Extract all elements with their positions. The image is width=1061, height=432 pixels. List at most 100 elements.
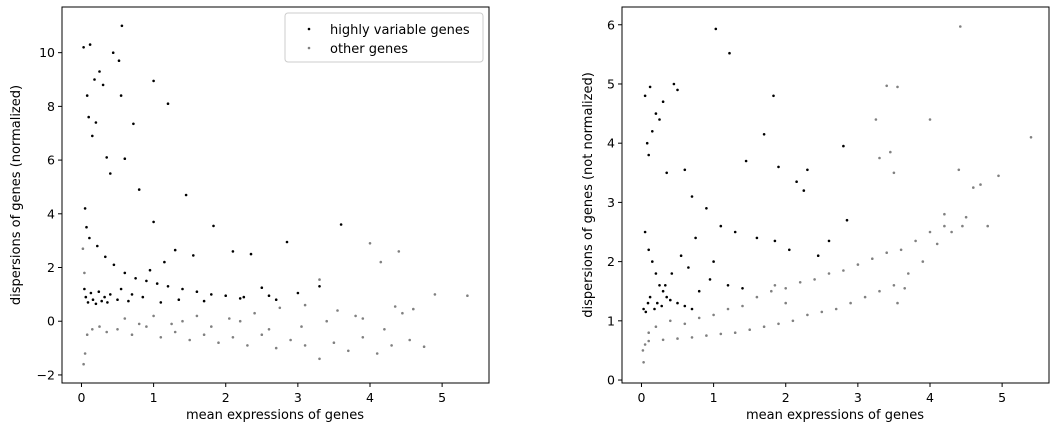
data-point xyxy=(210,293,213,296)
data-point xyxy=(651,130,654,133)
data-point xyxy=(123,157,127,160)
data-point xyxy=(705,207,708,210)
data-point xyxy=(957,168,961,172)
data-point xyxy=(212,224,215,228)
data-point xyxy=(401,311,404,315)
data-point xyxy=(903,287,906,290)
data-point xyxy=(117,59,121,62)
right-plot-frame xyxy=(621,6,1050,384)
data-point xyxy=(997,174,1000,178)
data-point xyxy=(163,260,166,264)
data-point xyxy=(433,293,437,296)
data-point xyxy=(719,332,723,336)
data-point xyxy=(914,239,917,243)
data-point xyxy=(762,325,766,329)
data-point xyxy=(325,319,329,323)
data-point xyxy=(741,287,744,290)
data-point xyxy=(195,314,199,318)
data-point xyxy=(741,304,744,308)
data-point xyxy=(712,313,715,317)
data-point xyxy=(874,118,878,121)
data-point xyxy=(318,357,321,361)
data-point xyxy=(274,346,278,350)
data-point xyxy=(683,168,687,172)
data-point xyxy=(889,150,892,154)
data-point xyxy=(690,195,694,198)
left-y-tick-label: 2 xyxy=(47,260,55,275)
data-point xyxy=(986,224,989,228)
left-y-tick-label: 0 xyxy=(47,314,55,329)
data-point xyxy=(347,349,350,353)
data-point xyxy=(697,289,701,293)
left-x-tick-label: 4 xyxy=(366,390,374,405)
data-point xyxy=(770,289,773,293)
data-point xyxy=(152,314,155,318)
data-point xyxy=(646,301,650,305)
data-point xyxy=(1029,136,1033,139)
data-point xyxy=(647,331,650,335)
data-point xyxy=(383,328,386,331)
data-point xyxy=(834,307,838,311)
data-point xyxy=(961,224,964,228)
data-point xyxy=(643,230,647,234)
data-point xyxy=(152,79,155,83)
data-point xyxy=(896,301,899,305)
data-point xyxy=(285,240,289,244)
data-point xyxy=(111,51,115,54)
data-point xyxy=(155,282,159,285)
data-point xyxy=(827,272,831,275)
legend-marker-highly-variable xyxy=(307,27,311,31)
data-point xyxy=(665,295,668,299)
data-point xyxy=(354,314,357,318)
data-point xyxy=(202,333,206,337)
data-point xyxy=(82,362,85,366)
data-point xyxy=(83,271,86,275)
data-point xyxy=(885,251,888,254)
data-point xyxy=(267,328,271,331)
left-plot-markers xyxy=(81,24,469,366)
data-point xyxy=(714,27,718,31)
data-point xyxy=(762,133,766,136)
data-point xyxy=(928,230,932,234)
right-series-highly-variable-genes xyxy=(642,27,849,314)
data-point xyxy=(246,344,249,347)
data-point xyxy=(647,339,650,343)
data-point xyxy=(166,285,170,288)
data-point xyxy=(91,298,95,302)
data-point xyxy=(94,121,98,124)
data-point xyxy=(379,260,383,264)
data-point xyxy=(802,189,806,192)
right-y-tick-label: 0 xyxy=(607,373,615,388)
data-point xyxy=(719,224,723,228)
data-point xyxy=(361,317,365,320)
data-point xyxy=(109,172,112,175)
data-point xyxy=(798,281,802,284)
data-point xyxy=(123,317,127,320)
right-y-axis-label: dispersions of genes (not normalized) xyxy=(581,72,596,318)
right-y-tick-label: 6 xyxy=(607,17,615,32)
data-point xyxy=(318,278,321,281)
data-point xyxy=(791,319,795,323)
data-point xyxy=(91,134,94,138)
data-point xyxy=(98,70,101,73)
data-point xyxy=(141,295,145,299)
data-point xyxy=(683,322,687,326)
data-point xyxy=(249,252,253,256)
data-point xyxy=(87,115,90,119)
data-point xyxy=(184,193,188,197)
data-point xyxy=(397,250,401,253)
data-point xyxy=(661,338,665,342)
data-point xyxy=(712,260,715,263)
data-point xyxy=(303,303,307,307)
data-point xyxy=(103,295,106,299)
data-point xyxy=(148,268,152,272)
data-point xyxy=(88,43,92,46)
data-point xyxy=(101,83,105,87)
data-point xyxy=(100,299,103,303)
data-point xyxy=(88,236,91,240)
left-y-axis-label: dispersions of genes (normalized) xyxy=(9,85,24,305)
data-point xyxy=(278,306,282,310)
data-point xyxy=(784,287,787,290)
data-point xyxy=(339,223,343,226)
data-point xyxy=(96,244,99,248)
